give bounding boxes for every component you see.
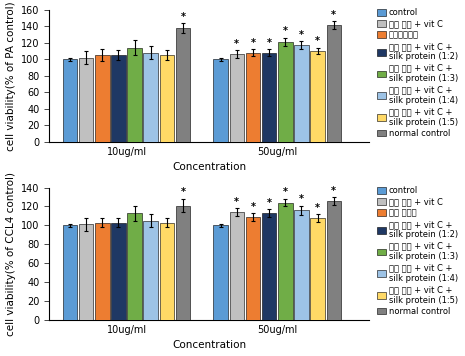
Bar (176, 28, 190, 142)
Text: *: * (315, 36, 320, 46)
Bar (176, 205, 190, 320)
Bar (246, 53, 260, 142)
X-axis label: Concentration: Concentration (172, 340, 246, 350)
Bar (310, 51, 325, 142)
Bar (213, 59, 228, 142)
Text: *: * (331, 185, 336, 195)
Bar (213, 225, 228, 320)
Bar (159, 222, 174, 320)
Text: *: * (180, 11, 186, 22)
Bar (63, 225, 77, 320)
Text: *: * (180, 188, 186, 198)
Bar (262, 213, 276, 320)
Bar (144, 221, 158, 320)
Bar (63, 59, 77, 142)
Text: *: * (251, 202, 255, 212)
Bar (326, 201, 341, 320)
Bar (95, 222, 110, 320)
Text: *: * (315, 203, 320, 213)
Bar (127, 48, 142, 142)
Bar (79, 225, 93, 320)
Bar (246, 217, 260, 320)
Bar (278, 203, 292, 320)
Bar (95, 55, 110, 142)
Text: *: * (234, 197, 239, 207)
Text: *: * (251, 38, 255, 48)
Bar (310, 218, 325, 320)
Bar (159, 55, 174, 142)
Text: *: * (234, 39, 239, 49)
Y-axis label: cell viability(% of CCL4 control): cell viability(% of CCL4 control) (6, 172, 15, 336)
Y-axis label: cell viability(% of PA control): cell viability(% of PA control) (6, 1, 15, 151)
Text: *: * (299, 194, 304, 204)
Bar (294, 45, 309, 142)
Bar (326, 25, 341, 142)
Bar (79, 58, 93, 142)
X-axis label: Concentration: Concentration (172, 162, 246, 172)
Bar (230, 54, 244, 142)
Bar (262, 53, 276, 142)
Text: *: * (283, 188, 288, 198)
Legend: control, 대성 열수 + vit C, 실크 단백질, 대성 열수 + vit C +
silk protein (1:2), 대성 열수 + vit : control, 대성 열수 + vit C, 실크 단백질, 대성 열수 + … (377, 185, 459, 317)
Bar (111, 55, 126, 142)
Bar (127, 213, 142, 320)
Bar (278, 42, 292, 142)
Bar (111, 222, 126, 320)
Bar (294, 210, 309, 320)
Text: *: * (266, 38, 272, 48)
Legend: control, 대성 열수 + vit C, 실크아미노산, 대성 열수 + vit C +
silk protein (1:2), 대성 열수 + vit : control, 대성 열수 + vit C, 실크아미노산, 대성 열수 + … (377, 7, 459, 139)
Text: *: * (283, 26, 288, 36)
Bar (230, 212, 244, 320)
Text: *: * (299, 30, 304, 40)
Bar (144, 53, 158, 142)
Text: *: * (331, 10, 336, 20)
Text: *: * (266, 198, 272, 208)
